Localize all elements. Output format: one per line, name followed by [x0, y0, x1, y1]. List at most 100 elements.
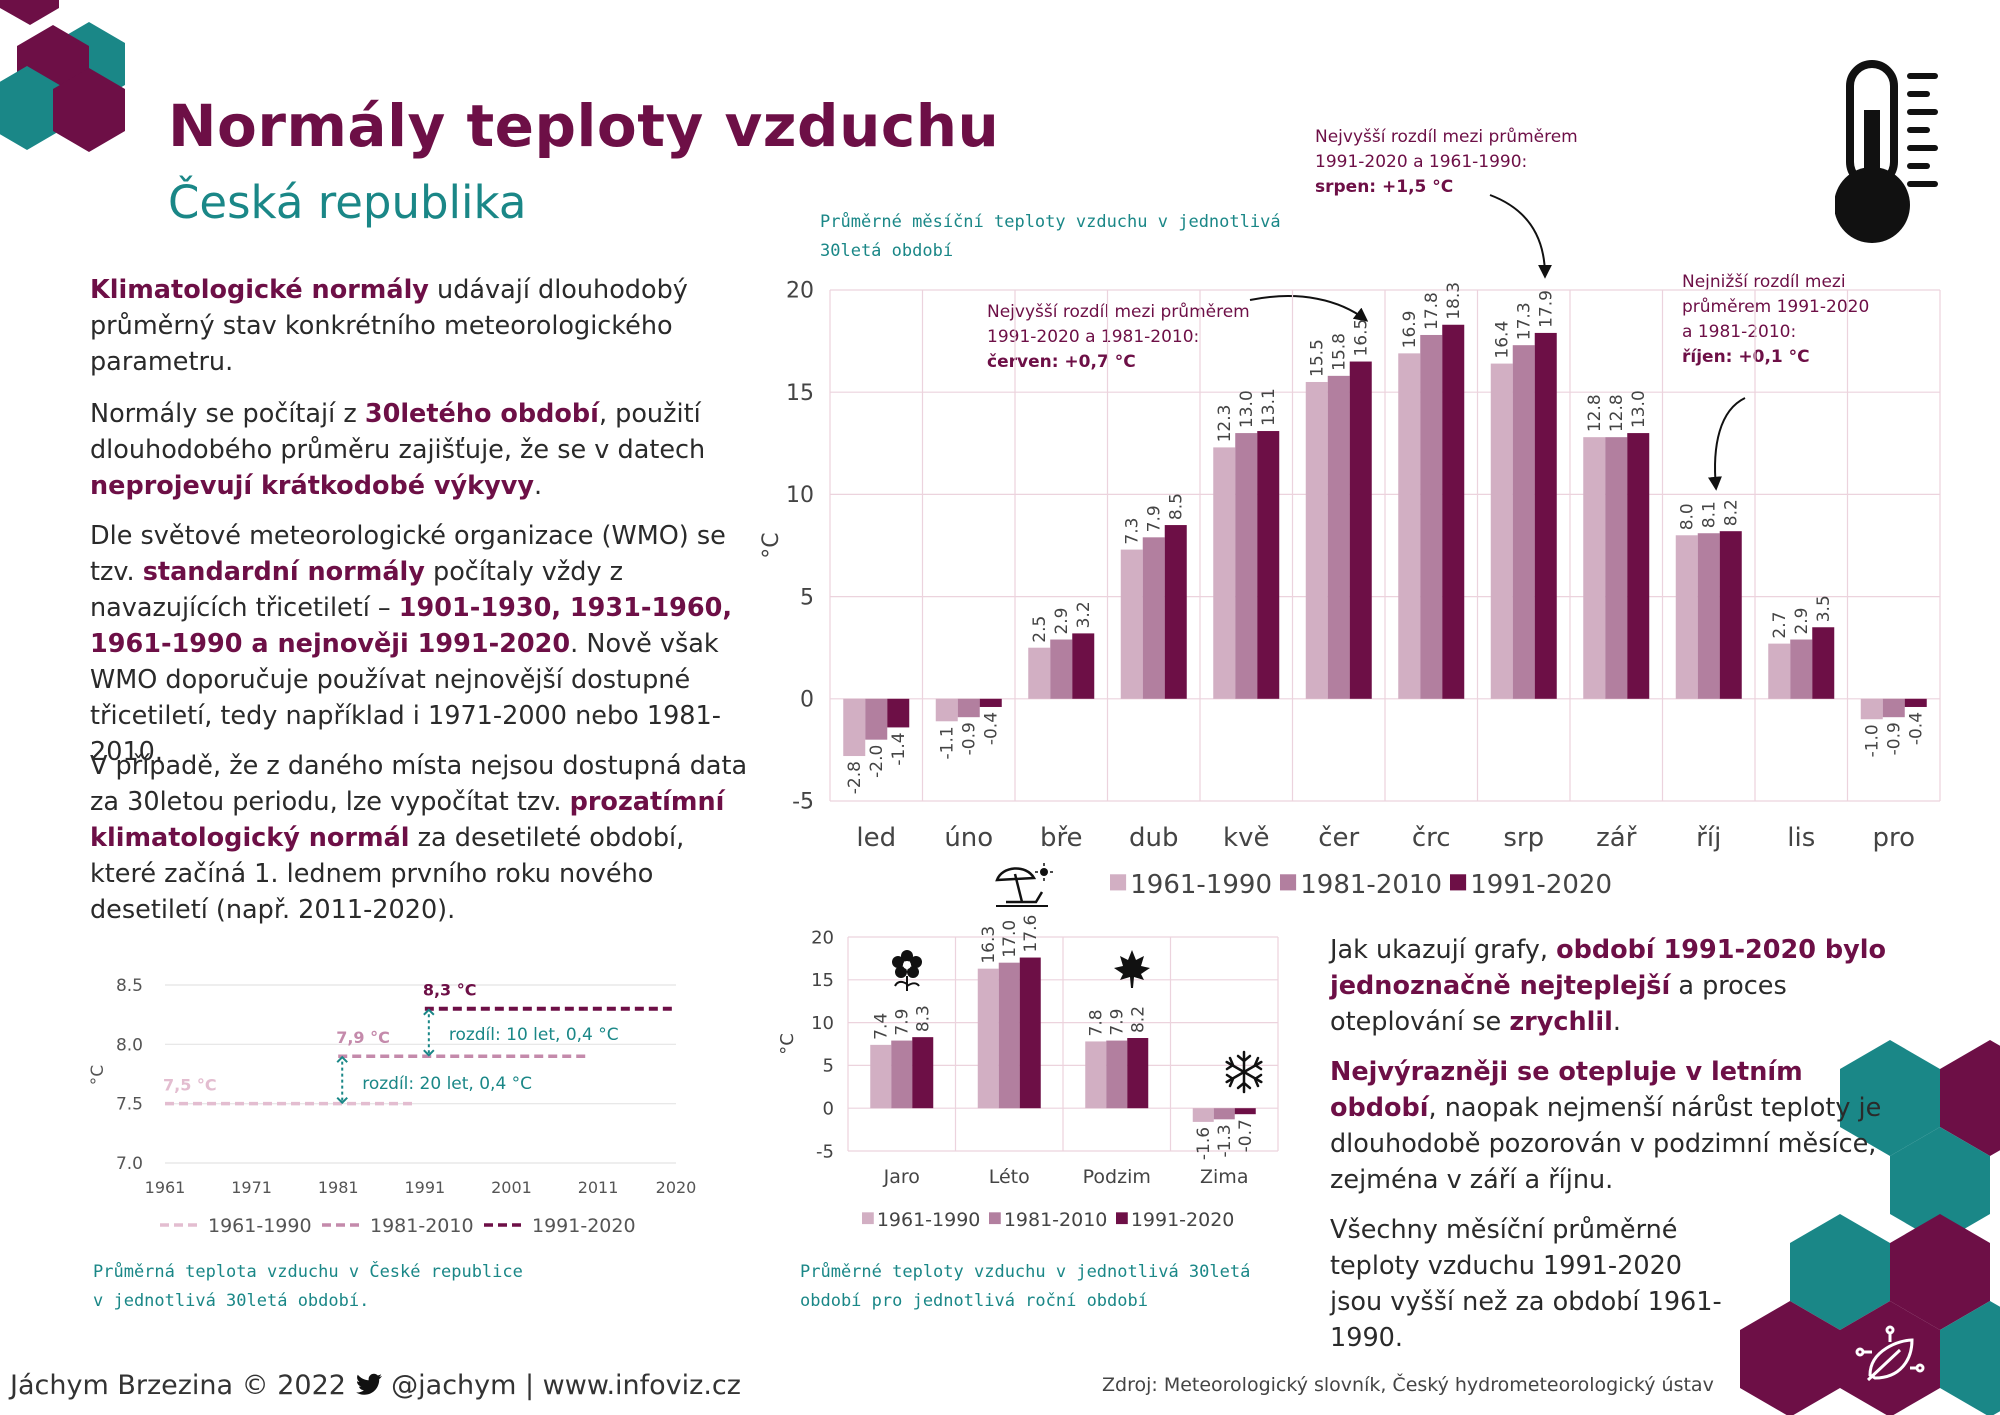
bar-1961-1990	[843, 698, 866, 757]
intro-p2-text-1: Normály se počítají z	[90, 399, 365, 429]
legend-label: 1981-2010	[370, 1215, 474, 1237]
data-label: 7.9	[1108, 1009, 1128, 1036]
y-axis-label: °C	[88, 1065, 108, 1085]
data-label: 17.3	[1515, 302, 1535, 340]
y-tick-label: -5	[792, 790, 814, 815]
seasonal-caption-line-2: období pro jednotlivá roční období	[800, 1291, 1148, 1311]
data-label: 7.9	[893, 1009, 913, 1036]
x-category-label: Zima	[1200, 1166, 1248, 1188]
line-chart-caption: Průměrná teplota vzduchu v České republi…	[93, 1258, 523, 1316]
legend-label: 1991-2020	[532, 1215, 636, 1237]
bar-1981-2010	[1420, 334, 1443, 699]
bar-1981-2010	[1882, 698, 1905, 718]
bar-1961-1990	[1028, 647, 1051, 699]
x-category-label: črc	[1412, 823, 1451, 853]
x-tick-label: 2020	[656, 1178, 697, 1197]
intro-p4-bold-1: prozatímní klimatologický normál	[90, 787, 725, 853]
bar-1961-1990	[1192, 1108, 1214, 1122]
x-category-label: bře	[1040, 823, 1083, 853]
legend-label: 1981-2010	[1004, 1209, 1108, 1231]
concl-p1-text-1: Jak ukazují grafy,	[1330, 935, 1557, 965]
y-tick-label: -5	[816, 1141, 834, 1162]
twitter-icon	[355, 1373, 382, 1395]
bar-1991-2020	[1442, 324, 1465, 699]
y-tick-label: 20	[811, 927, 834, 948]
footer-links[interactable]: @jachym | www.infoviz.cz	[391, 1370, 741, 1401]
x-category-label: dub	[1129, 823, 1179, 853]
concl-p1-bold-2: zrychlil	[1509, 1007, 1613, 1037]
data-label: -0.7	[1236, 1119, 1256, 1152]
bar-1991-2020	[1019, 957, 1041, 1109]
data-label: -0.9	[960, 722, 980, 755]
value-label: 7,9 °C	[336, 1028, 390, 1047]
data-label: 16.5	[1352, 319, 1372, 357]
maple-leaf-icon	[1114, 950, 1150, 988]
y-tick-label: 0	[800, 688, 814, 713]
intro-paragraph-3: Dle světové meteorologické organizace (W…	[90, 518, 750, 770]
oct-note-line-2: průměrem 1991-2020	[1682, 297, 1870, 317]
data-label: 7.8	[1087, 1009, 1107, 1036]
data-label: 2.9	[1792, 607, 1812, 634]
aug-note-line-2: 1991-2020 a 1961-1990:	[1315, 152, 1528, 172]
bar-1981-2010	[1050, 639, 1073, 699]
data-label: -1.4	[889, 732, 909, 765]
x-category-label: čer	[1318, 823, 1359, 853]
bar-1961-1990	[1675, 535, 1698, 699]
bar-1981-2010	[998, 962, 1020, 1109]
data-label: 3.5	[1814, 595, 1834, 622]
data-label: 15.8	[1330, 333, 1350, 371]
bar-1981-2010	[1235, 433, 1258, 699]
legend-label: 1981-2010	[1300, 870, 1442, 900]
footer-credit: Jáchym Brzezina © 2022 @jachym | www.inf…	[10, 1370, 741, 1401]
hexagon-decoration-bottom	[1740, 1040, 2000, 1415]
legend-swatch	[1110, 874, 1127, 891]
snowflake-icon	[1225, 1050, 1263, 1094]
june-note: Nejvyšší rozdíl mezi průměrem 1991-2020 …	[987, 300, 1250, 375]
data-label: 16.4	[1493, 321, 1513, 359]
y-tick-label: 7.0	[116, 1154, 143, 1174]
bar-1991-2020	[1257, 431, 1280, 699]
data-label: 3.2	[1074, 601, 1094, 628]
seasonal-chart-caption: Průměrné teploty vzduchu v jednotlivá 30…	[800, 1258, 1250, 1316]
data-label: 13.1	[1259, 388, 1279, 426]
bar-1981-2010	[1213, 1108, 1235, 1120]
bar-1991-2020	[1127, 1038, 1149, 1109]
intro-p2-bold-1: 30letého období	[364, 399, 599, 429]
data-label: 17.8	[1422, 292, 1442, 330]
oct-note-line-3: a 1981-2010:	[1682, 322, 1797, 342]
intro-paragraph-1: Klimatologické normály udávají dlouhodob…	[90, 272, 750, 380]
difference-annotation: rozdíl: 20 let, 0,4 °C	[362, 1074, 532, 1094]
intro-p4-text-2: za desetileté období, které začíná 1. le…	[90, 823, 685, 925]
line-caption-line-2: v jednotlivá 30letá období.	[93, 1291, 370, 1311]
y-tick-label: 10	[811, 1013, 834, 1034]
concl-p3-text-1: Všechny měsíční průměrné teploty vzduchu…	[1330, 1215, 1722, 1353]
data-label: -0.9	[1885, 722, 1905, 755]
bar-1961-1990	[1305, 381, 1328, 699]
x-tick-label: 1981	[318, 1178, 359, 1197]
data-label: 13.0	[1237, 390, 1257, 428]
bar-1961-1990	[1490, 363, 1513, 699]
bar-1961-1990	[1768, 643, 1791, 699]
intro-p3-text-2: počítaly vždy z navazujících třicetiletí…	[90, 557, 624, 623]
difference-marker-20-head	[336, 1055, 348, 1063]
data-label: 12.8	[1607, 394, 1627, 432]
oct-note-bold: říjen: +0,1 °C	[1682, 347, 1810, 367]
x-tick-label: 1971	[231, 1178, 272, 1197]
x-category-label: zář	[1596, 823, 1637, 853]
conclusion-paragraph-3: Všechny měsíční průměrné teploty vzduchu…	[1330, 1212, 1730, 1356]
conclusion-paragraph-2: Nejvýrazněji se otepluje v letním období…	[1330, 1054, 1890, 1198]
data-label: 7.3	[1123, 518, 1143, 545]
data-label: 8.3	[914, 1005, 934, 1032]
intro-p4-text-1: V případě, že z daného místa nejsou dost…	[90, 751, 748, 817]
intro-p2-bold-2: neprojevují krátkodobé výkyvy	[90, 471, 534, 501]
bar-1991-2020	[1164, 525, 1187, 699]
footer-author: Jáchym Brzezina © 2022	[10, 1370, 346, 1401]
beach-umbrella-icon	[995, 863, 1053, 907]
y-tick-label: 10	[786, 483, 814, 508]
bar-1961-1990	[870, 1044, 892, 1109]
y-tick-label: 5	[800, 585, 814, 610]
august-note: Nejvyšší rozdíl mezi průměrem 1991-2020 …	[1315, 125, 1578, 200]
data-label: 7.4	[872, 1013, 892, 1040]
